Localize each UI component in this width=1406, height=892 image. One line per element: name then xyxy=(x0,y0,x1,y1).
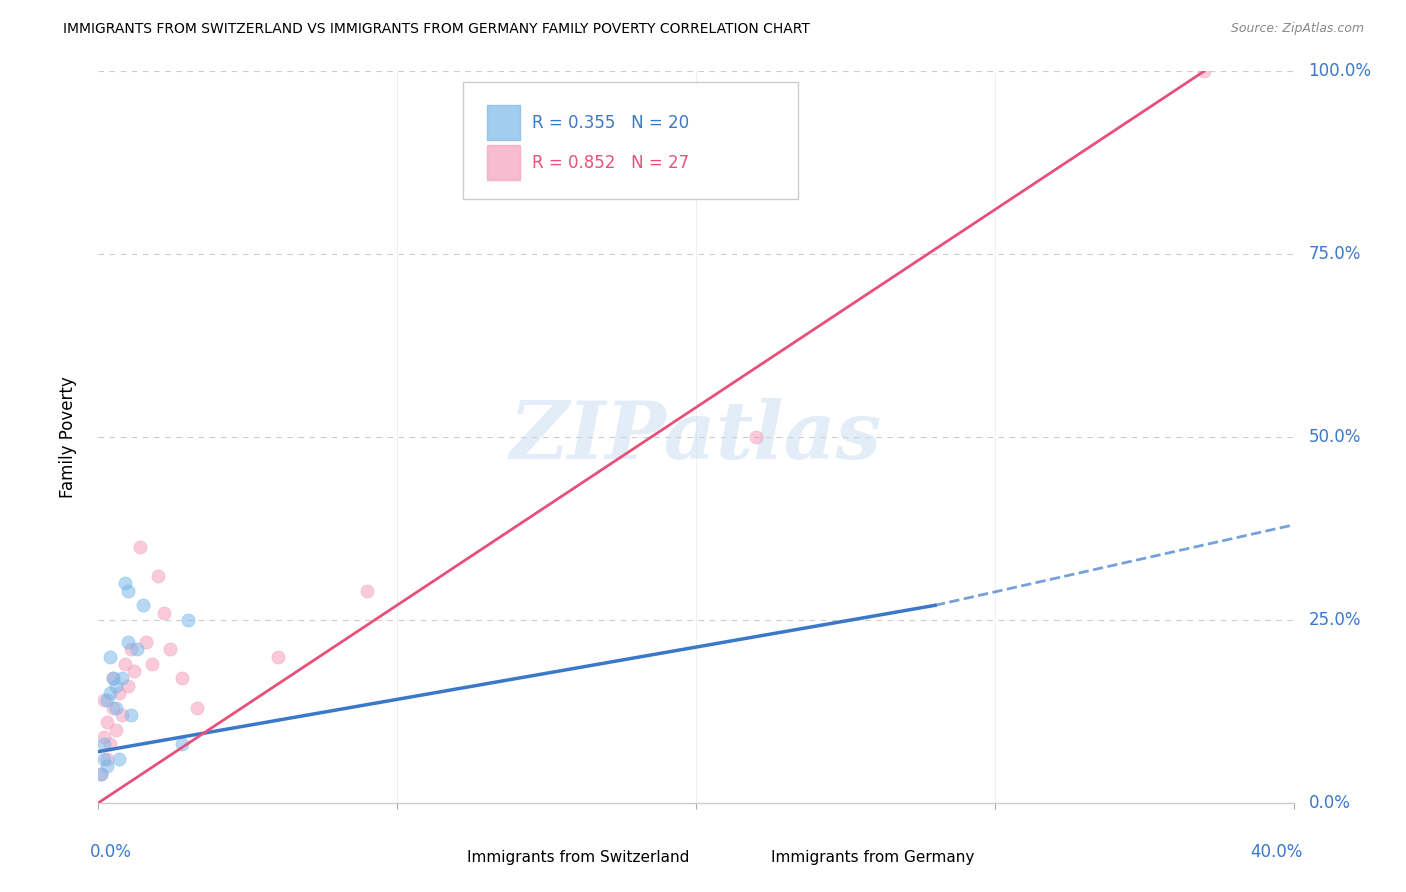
Text: 100.0%: 100.0% xyxy=(1309,62,1371,80)
Point xyxy=(135,635,157,649)
Point xyxy=(186,700,208,714)
Point xyxy=(96,759,118,773)
Point xyxy=(120,642,142,657)
Point xyxy=(93,693,115,707)
Point xyxy=(153,606,176,620)
Text: R = 0.355   N = 20: R = 0.355 N = 20 xyxy=(533,113,689,131)
Point xyxy=(111,708,134,723)
Point xyxy=(267,649,290,664)
Point xyxy=(105,700,128,714)
Bar xyxy=(433,845,460,874)
Point xyxy=(172,672,194,686)
Point xyxy=(111,672,134,686)
Text: 0.0%: 0.0% xyxy=(1309,794,1350,812)
Point xyxy=(120,708,142,723)
Point xyxy=(117,583,139,598)
Bar xyxy=(486,145,520,180)
Text: 25.0%: 25.0% xyxy=(1309,611,1361,629)
Point xyxy=(90,766,112,780)
Point xyxy=(96,715,118,730)
Point xyxy=(745,430,768,444)
Point xyxy=(105,679,128,693)
Point xyxy=(141,657,163,671)
Point xyxy=(356,583,378,598)
Point xyxy=(117,635,139,649)
Point xyxy=(172,737,194,751)
FancyBboxPatch shape xyxy=(463,82,797,200)
Point xyxy=(93,730,115,744)
Text: Immigrants from Germany: Immigrants from Germany xyxy=(772,850,974,865)
Point xyxy=(96,752,118,766)
Point xyxy=(98,737,122,751)
Text: R = 0.852   N = 27: R = 0.852 N = 27 xyxy=(533,153,689,172)
Point xyxy=(148,569,170,583)
Point xyxy=(108,752,131,766)
Text: Immigrants from Switzerland: Immigrants from Switzerland xyxy=(467,850,689,865)
Point xyxy=(98,649,122,664)
Y-axis label: Family Poverty: Family Poverty xyxy=(59,376,77,498)
Point xyxy=(105,723,128,737)
Point xyxy=(159,642,181,657)
Text: IMMIGRANTS FROM SWITZERLAND VS IMMIGRANTS FROM GERMANY FAMILY POVERTY CORRELATIO: IMMIGRANTS FROM SWITZERLAND VS IMMIGRANT… xyxy=(63,22,810,37)
Point xyxy=(103,700,125,714)
Point xyxy=(127,642,149,657)
Point xyxy=(114,657,136,671)
Point xyxy=(96,693,118,707)
Point xyxy=(93,752,115,766)
Text: Source: ZipAtlas.com: Source: ZipAtlas.com xyxy=(1230,22,1364,36)
Bar xyxy=(486,105,520,140)
Point xyxy=(124,664,146,678)
Point xyxy=(108,686,131,700)
Point xyxy=(1192,64,1215,78)
Bar xyxy=(738,845,763,874)
Point xyxy=(93,737,115,751)
Point xyxy=(103,672,125,686)
Point xyxy=(117,679,139,693)
Point xyxy=(132,599,155,613)
Point xyxy=(129,540,152,554)
Point xyxy=(90,766,112,780)
Text: 40.0%: 40.0% xyxy=(1250,843,1302,861)
Point xyxy=(114,576,136,591)
Text: 75.0%: 75.0% xyxy=(1309,245,1361,263)
Point xyxy=(103,672,125,686)
Text: 0.0%: 0.0% xyxy=(90,843,131,861)
Point xyxy=(177,613,200,627)
Point xyxy=(98,686,122,700)
Text: 50.0%: 50.0% xyxy=(1309,428,1361,446)
Text: ZIPatlas: ZIPatlas xyxy=(510,399,882,475)
